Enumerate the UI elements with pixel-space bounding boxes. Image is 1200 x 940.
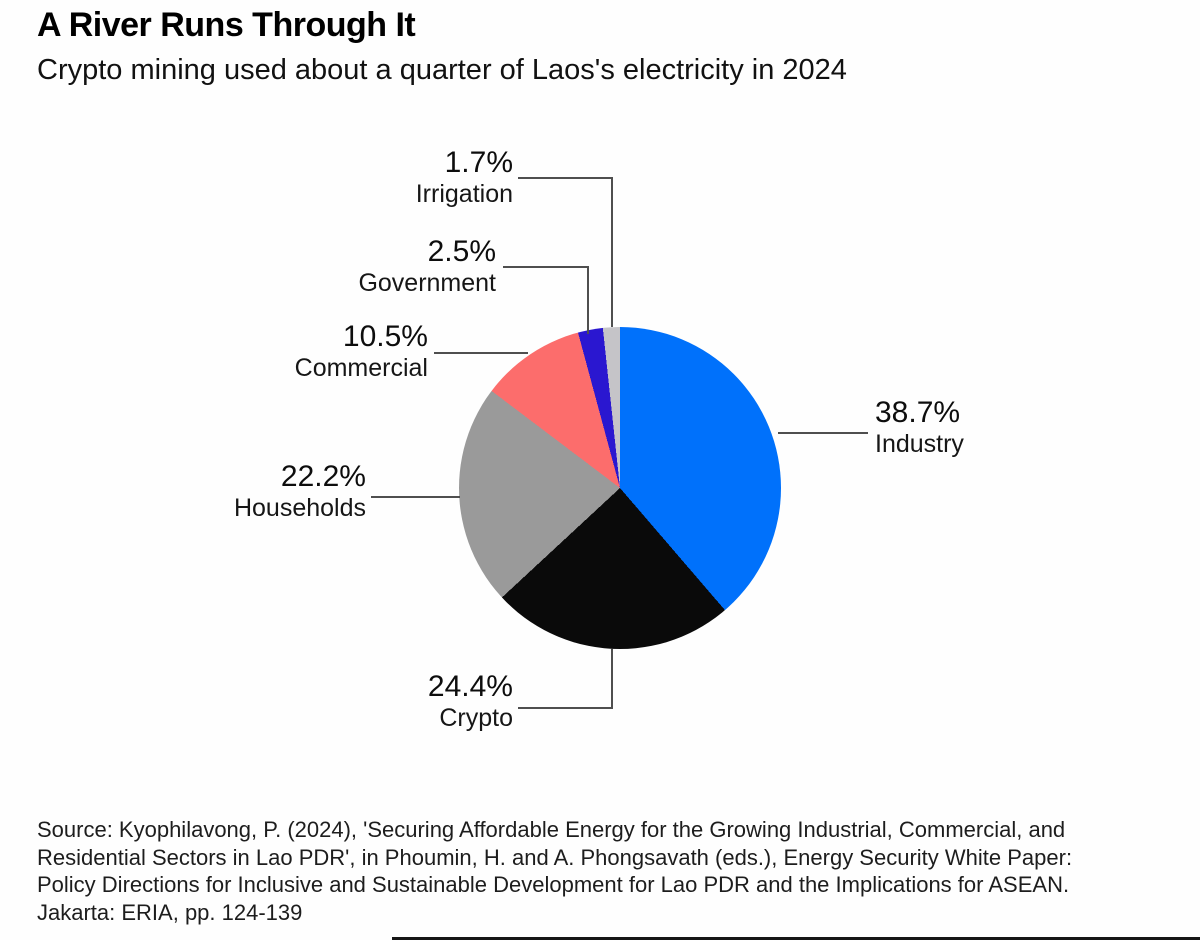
source-note: Source: Kyophilavong, P. (2024), 'Securi… <box>37 816 1072 926</box>
leader-line-commercial <box>434 352 528 354</box>
slice-label-government: 2.5% Government <box>358 235 496 298</box>
source-line-2: Residential Sectors in Lao PDR', in Phou… <box>37 844 1073 870</box>
leader-line-irrigation-vertical <box>611 177 613 327</box>
slice-category-commercial: Commercial <box>294 354 428 382</box>
chart-subtitle: Crypto mining used about a quarter of La… <box>37 54 847 86</box>
slice-category-government: Government <box>358 269 496 297</box>
slice-category-industry: Industry <box>875 430 964 458</box>
leader-line-irrigation-horizontal <box>518 177 611 179</box>
slice-label-irrigation: 1.7% Irrigation <box>416 146 513 209</box>
leader-line-industry <box>778 432 868 434</box>
slice-value-households: 22.2% <box>280 460 366 493</box>
slice-value-industry: 38.7% <box>875 396 961 429</box>
source-line-1: Source: Kyophilavong, P. (2024), 'Securi… <box>37 817 1066 842</box>
source-line-3: Policy Directions for Inclusive and Sust… <box>37 872 1070 897</box>
slice-label-crypto: 24.4% Crypto <box>428 670 513 733</box>
leader-line-households <box>371 496 460 498</box>
slice-label-industry: 38.7% Industry <box>875 396 964 459</box>
slice-value-irrigation: 1.7% <box>444 146 513 179</box>
slice-label-households: 22.2% Households <box>234 460 366 523</box>
leader-line-crypto-horizontal <box>518 707 613 709</box>
slice-category-crypto: Crypto <box>439 704 513 732</box>
slice-category-households: Households <box>233 494 366 522</box>
slice-category-irrigation: Irrigation <box>415 180 513 208</box>
chart-title: A River Runs Through It <box>37 6 416 44</box>
slice-value-government: 2.5% <box>427 235 496 268</box>
slice-value-commercial: 10.5% <box>342 320 428 353</box>
slice-label-commercial: 10.5% Commercial <box>295 320 428 383</box>
slice-value-crypto: 24.4% <box>427 670 513 703</box>
pie-chart <box>459 327 781 649</box>
leader-line-crypto-vertical <box>611 649 613 709</box>
screenshot-bottom-edge-line <box>392 937 1200 940</box>
source-line-4: Jakarta: ERIA, pp. 124-139 <box>37 899 303 925</box>
leader-line-government-horizontal <box>503 266 589 268</box>
leader-line-government-vertical <box>587 266 589 334</box>
